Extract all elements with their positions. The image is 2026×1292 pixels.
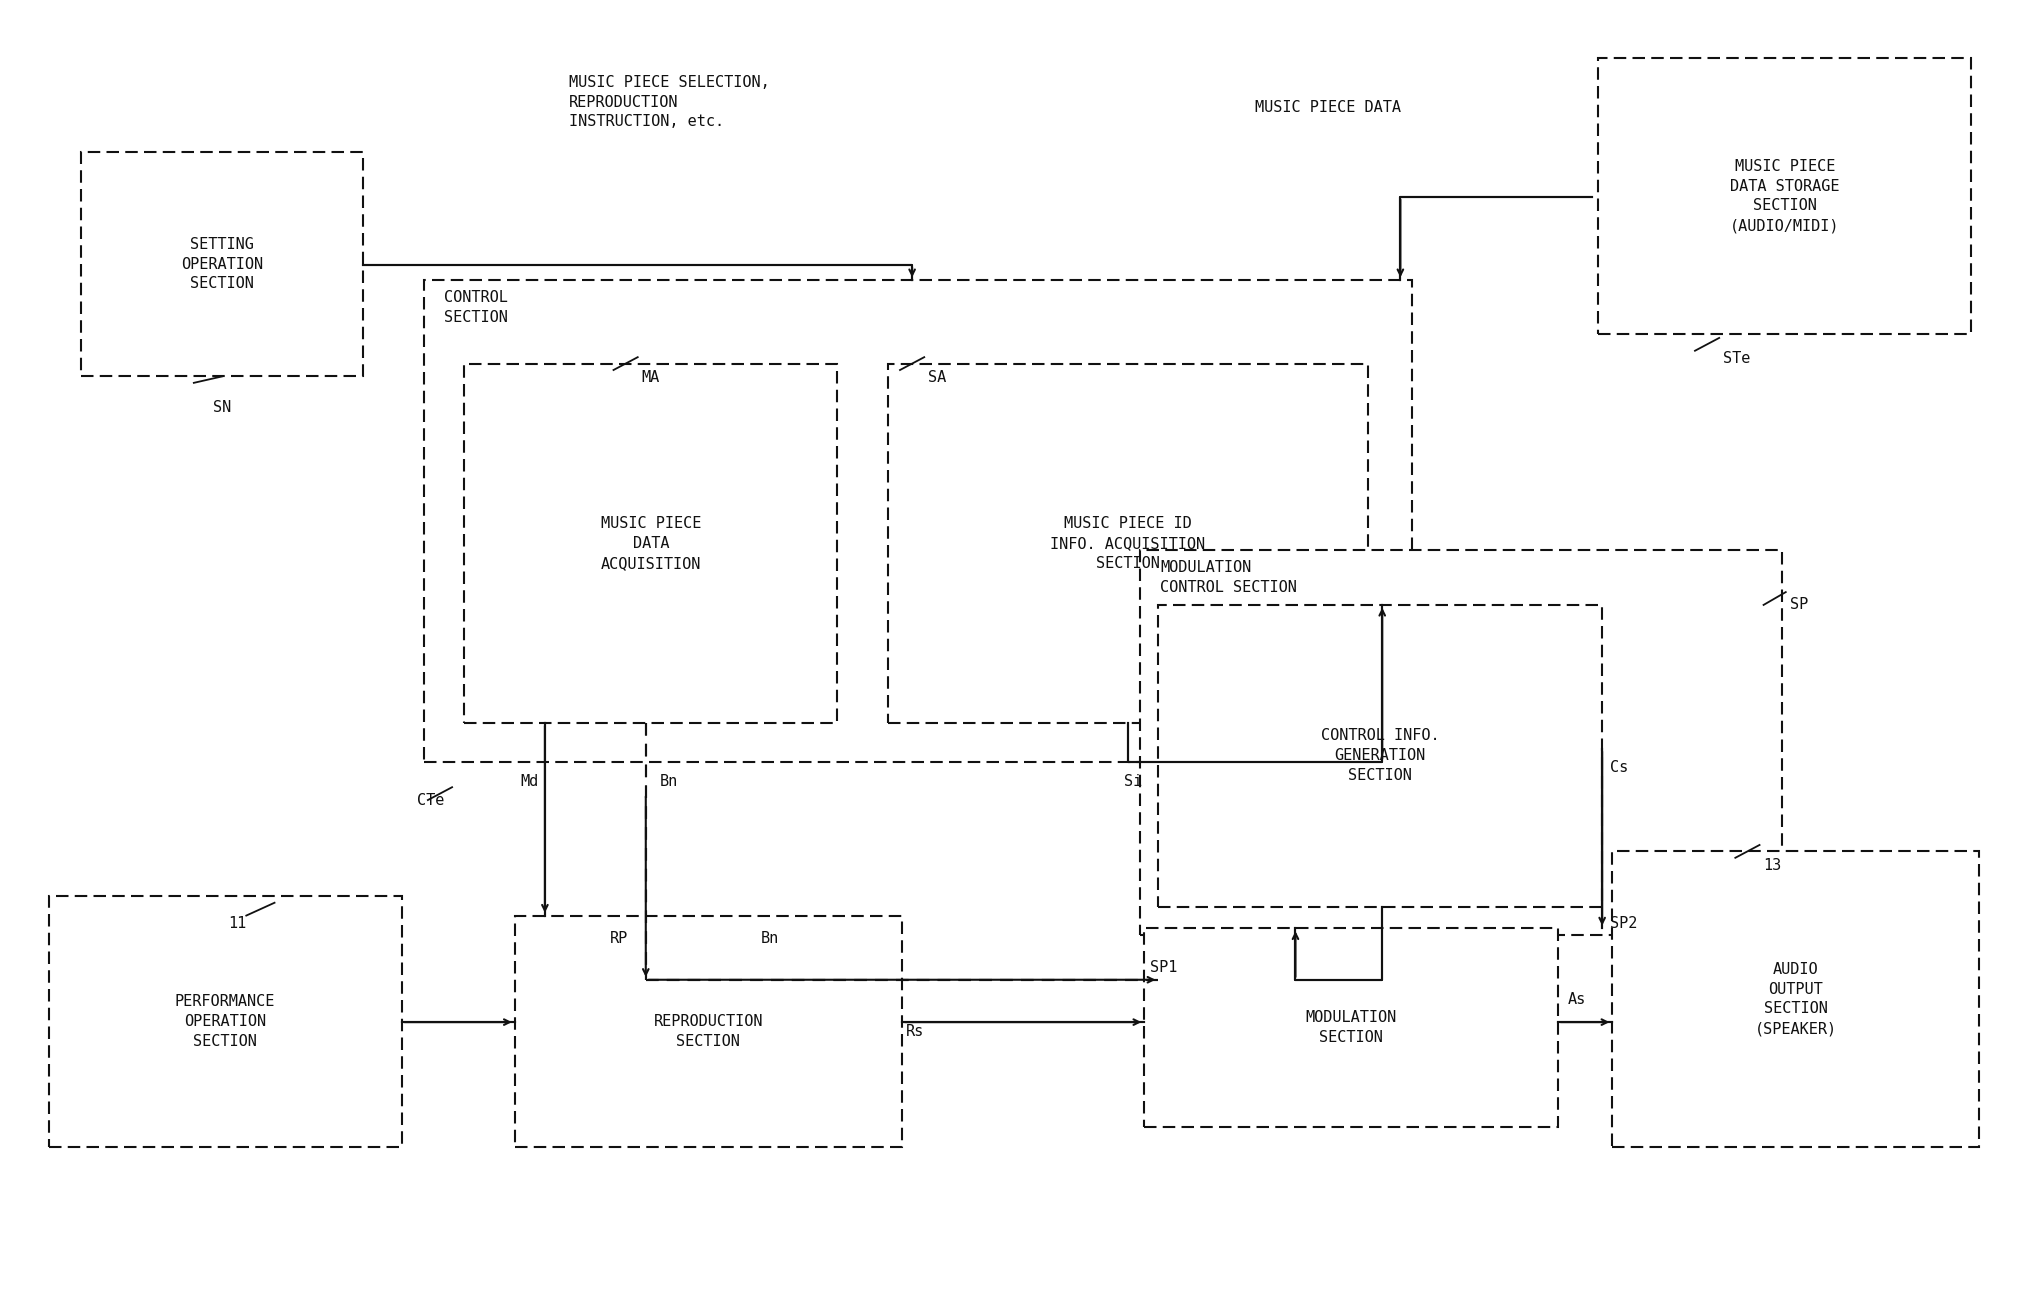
FancyBboxPatch shape bbox=[887, 363, 1368, 724]
Text: Cs: Cs bbox=[1611, 761, 1629, 775]
Text: Rs: Rs bbox=[906, 1023, 924, 1039]
Text: SP1: SP1 bbox=[1151, 960, 1177, 975]
Text: PERFORMANCE
OPERATION
SECTION: PERFORMANCE OPERATION SECTION bbox=[174, 994, 276, 1049]
Text: REPRODUCTION
SECTION: REPRODUCTION SECTION bbox=[654, 1014, 764, 1049]
Text: SETTING
OPERATION
SECTION: SETTING OPERATION SECTION bbox=[180, 236, 263, 292]
Text: MUSIC PIECE
DATA
ACQUISITION: MUSIC PIECE DATA ACQUISITION bbox=[600, 516, 701, 571]
Text: SA: SA bbox=[928, 370, 946, 385]
Text: Bn: Bn bbox=[762, 932, 780, 946]
Text: MUSIC PIECE
DATA STORAGE
SECTION
(AUDIO/MIDI): MUSIC PIECE DATA STORAGE SECTION (AUDIO/… bbox=[1730, 159, 1840, 234]
FancyBboxPatch shape bbox=[1599, 58, 1971, 335]
FancyBboxPatch shape bbox=[1145, 929, 1558, 1128]
Text: MUSIC PIECE ID
INFO. ACQUISITION
SECTION: MUSIC PIECE ID INFO. ACQUISITION SECTION bbox=[1049, 516, 1205, 571]
Text: MODULATION
SECTION: MODULATION SECTION bbox=[1305, 1010, 1396, 1045]
Text: CTe: CTe bbox=[417, 792, 444, 808]
Text: SP: SP bbox=[1789, 597, 1807, 612]
FancyBboxPatch shape bbox=[49, 897, 401, 1146]
FancyBboxPatch shape bbox=[1613, 851, 1979, 1146]
Text: MODULATION
CONTROL SECTION: MODULATION CONTROL SECTION bbox=[1161, 559, 1297, 594]
Text: 13: 13 bbox=[1763, 858, 1781, 873]
Text: 11: 11 bbox=[229, 916, 247, 930]
FancyBboxPatch shape bbox=[1141, 549, 1781, 935]
Text: MUSIC PIECE SELECTION,
REPRODUCTION
INSTRUCTION, etc.: MUSIC PIECE SELECTION, REPRODUCTION INST… bbox=[569, 75, 770, 129]
Text: As: As bbox=[1568, 991, 1586, 1006]
FancyBboxPatch shape bbox=[423, 280, 1412, 761]
FancyBboxPatch shape bbox=[81, 151, 363, 376]
Text: SN: SN bbox=[213, 399, 231, 415]
Text: Md: Md bbox=[521, 774, 539, 789]
Text: STe: STe bbox=[1724, 350, 1750, 366]
Text: AUDIO
OUTPUT
SECTION
(SPEAKER): AUDIO OUTPUT SECTION (SPEAKER) bbox=[1755, 961, 1838, 1036]
Text: MA: MA bbox=[642, 370, 660, 385]
Text: CONTROL INFO.
GENERATION
SECTION: CONTROL INFO. GENERATION SECTION bbox=[1321, 729, 1440, 783]
Text: RP: RP bbox=[610, 932, 628, 946]
Text: CONTROL
SECTION: CONTROL SECTION bbox=[444, 291, 509, 326]
FancyBboxPatch shape bbox=[464, 363, 837, 724]
Text: SP2: SP2 bbox=[1611, 916, 1637, 930]
Text: Si: Si bbox=[1124, 774, 1143, 789]
Text: Bn: Bn bbox=[660, 774, 679, 789]
Text: MUSIC PIECE DATA: MUSIC PIECE DATA bbox=[1256, 101, 1402, 115]
FancyBboxPatch shape bbox=[515, 916, 902, 1146]
FancyBboxPatch shape bbox=[1159, 605, 1603, 907]
